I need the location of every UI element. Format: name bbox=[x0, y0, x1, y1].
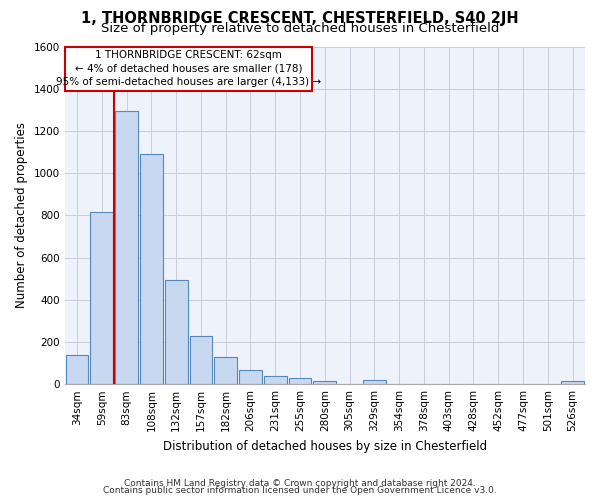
Bar bbox=[363, 380, 386, 384]
Text: 1, THORNBRIDGE CRESCENT, CHESTERFIELD, S40 2JH: 1, THORNBRIDGE CRESCENT, CHESTERFIELD, S… bbox=[81, 11, 519, 26]
Bar bbox=[264, 376, 287, 384]
Bar bbox=[165, 280, 188, 384]
Text: Contains HM Land Registry data © Crown copyright and database right 2024.: Contains HM Land Registry data © Crown c… bbox=[124, 478, 476, 488]
Y-axis label: Number of detached properties: Number of detached properties bbox=[15, 122, 28, 308]
X-axis label: Distribution of detached houses by size in Chesterfield: Distribution of detached houses by size … bbox=[163, 440, 487, 452]
Bar bbox=[65, 354, 88, 384]
Bar bbox=[313, 381, 336, 384]
Bar bbox=[561, 381, 584, 384]
Bar bbox=[289, 378, 311, 384]
Bar bbox=[190, 336, 212, 384]
Bar bbox=[214, 356, 237, 384]
Bar bbox=[140, 154, 163, 384]
Bar bbox=[91, 212, 113, 384]
Bar bbox=[239, 370, 262, 384]
Text: 1 THORNBRIDGE CRESCENT: 62sqm
← 4% of detached houses are smaller (178)
95% of s: 1 THORNBRIDGE CRESCENT: 62sqm ← 4% of de… bbox=[56, 50, 321, 87]
Text: Contains public sector information licensed under the Open Government Licence v3: Contains public sector information licen… bbox=[103, 486, 497, 495]
FancyBboxPatch shape bbox=[65, 46, 313, 91]
Bar bbox=[115, 111, 138, 384]
Text: Size of property relative to detached houses in Chesterfield: Size of property relative to detached ho… bbox=[101, 22, 499, 35]
